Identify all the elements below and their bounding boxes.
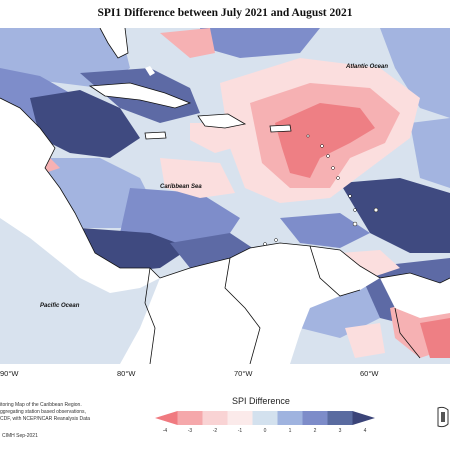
lesser-antilles-islands [263, 134, 379, 246]
legend-tick-label: 0 [264, 428, 267, 434]
island [320, 144, 324, 148]
legend-max-arrow [352, 411, 375, 425]
island [348, 194, 352, 198]
island [331, 166, 335, 170]
legend-tick-label: -3 [188, 428, 193, 434]
coast-cuba [88, 82, 192, 109]
border-interior-3 [309, 245, 361, 297]
dry-area-south-west [345, 323, 385, 358]
land-jamaica [145, 132, 166, 139]
pacific-ocean-label: Pacific Ocean [40, 303, 80, 309]
credit-line: CDF, with NCEP/NCAR Reanalysis Data [0, 416, 91, 422]
legend-segment [327, 411, 353, 425]
coast-puerto-rico [269, 124, 292, 133]
coast-hispaniola [197, 113, 247, 129]
land-puerto-rico [270, 125, 291, 132]
land-masses [0, 28, 450, 364]
wet-area-lesser-antilles [340, 178, 450, 253]
legend-tick-label: -4 [163, 428, 168, 434]
longitude-label-90w: 90°W [0, 369, 19, 378]
longitude-label-80w: 80°W [117, 369, 136, 378]
island [274, 238, 278, 242]
map-title: SPI1 Difference between July 2021 and Au… [97, 7, 353, 19]
border-interior-1 [144, 267, 156, 364]
footer-credit: CIMH Sep-2021 [2, 433, 38, 439]
land-bahamas [145, 66, 155, 76]
legend-segment [177, 411, 203, 425]
island [326, 154, 330, 158]
spi-map-canvas [0, 28, 450, 364]
legend-segment [227, 411, 253, 425]
coastlines [0, 28, 450, 364]
legend-tick-label: 1 [289, 428, 292, 434]
dry-area-north [160, 28, 215, 58]
island [352, 221, 358, 227]
island [306, 134, 310, 138]
coast-south-america [159, 242, 450, 284]
legend-segment [302, 411, 328, 425]
longitude-label-60w: 60°W [360, 369, 379, 378]
organization-logo-icon [437, 406, 449, 428]
legend-tick-label: 4 [364, 428, 367, 434]
coast-central-america [0, 97, 161, 279]
land-florida [100, 28, 128, 58]
dry-area-brazil [420, 318, 450, 358]
legend-tick-label: 3 [339, 428, 342, 434]
spi-map [0, 28, 450, 364]
coast-jamaica [144, 131, 167, 140]
border-interior-4 [394, 307, 421, 359]
dry-area-hispaniola [190, 123, 250, 153]
dry-anomaly-areas [0, 28, 450, 358]
island [373, 207, 379, 213]
longitude-label-70w: 70°W [234, 369, 253, 378]
legend-tick-label: 2 [314, 428, 317, 434]
wet-area-venezuela-coast [280, 213, 370, 248]
wet-area-atlantic-north [200, 28, 320, 58]
legend-tick-label: -1 [238, 428, 243, 434]
legend-min-arrow [155, 411, 178, 425]
wet-area-yucatan-east [30, 90, 140, 158]
legend-tick-label: -2 [213, 428, 218, 434]
coast-florida [99, 28, 129, 59]
land-south-america [120, 243, 380, 364]
atlantic-ocean-label: Atlantic Ocean [346, 64, 389, 70]
island [263, 242, 267, 246]
border-interior-2 [224, 257, 261, 364]
legend-segment [277, 411, 303, 425]
credit-text: itoring Map of the Caribbean Region. ggr… [0, 402, 90, 423]
dry-area-atlantic-center [275, 103, 375, 178]
credit-line: itoring Map of the Caribbean Region. [0, 402, 82, 408]
land-guiana [380, 273, 450, 318]
legend-segment [252, 411, 278, 425]
land-central-america [0, 98, 160, 293]
legend-title: SPI Difference [232, 396, 290, 406]
wet-area-east-atlantic [380, 28, 450, 118]
caribbean-sea-label: Caribbean Sea [160, 184, 202, 190]
legend-segment [202, 411, 228, 425]
island [336, 176, 340, 180]
island [353, 208, 357, 212]
dry-area-central-caribbean [160, 158, 235, 198]
land-cuba [90, 83, 190, 108]
wet-area-atlantic-mid [410, 118, 450, 188]
credit-line: ggregating station based observations, [0, 409, 86, 415]
